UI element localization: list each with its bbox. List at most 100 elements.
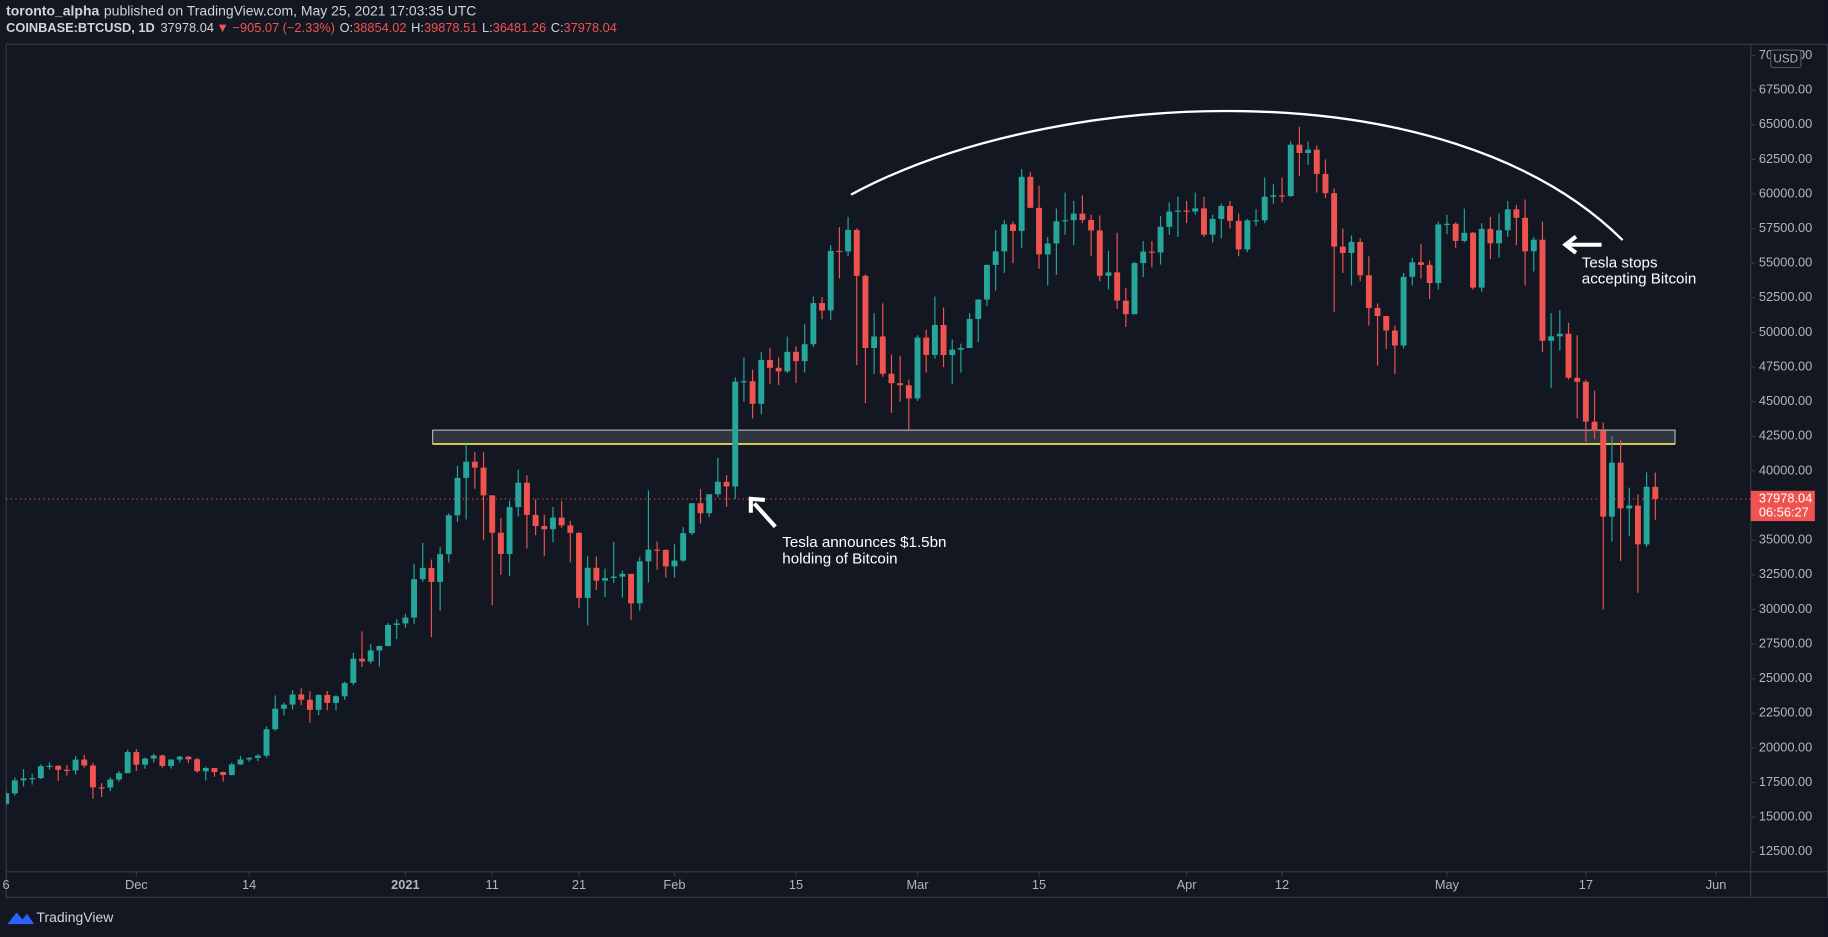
y-tick-label: 25000.00 [1759,670,1812,685]
candle-body [463,461,470,478]
candle-body [1305,149,1312,153]
candle-body [306,699,313,710]
author[interactable]: toronto_alpha [6,2,99,18]
y-tick-label: 50000.00 [1759,324,1812,339]
candle-body [220,772,227,776]
candle-body [1174,210,1181,212]
candle-body [576,532,582,598]
brand: TradingView [36,909,114,925]
candle-body [419,567,426,580]
annotation: accepting Bitcoin [1582,271,1696,288]
quote-label: C: [551,21,564,36]
x-tick-label: May [1435,877,1460,892]
candle-body [515,482,522,508]
candle-body [1496,230,1503,244]
candle-body [688,503,695,534]
candle-body [523,482,530,515]
candle-body [923,337,930,355]
candle-body [732,381,739,487]
candle-body [940,324,947,356]
candle-body [1643,486,1650,545]
candle-body [836,250,843,253]
candle-body [1591,421,1598,431]
candle-body [1209,218,1216,235]
candle-body [359,658,365,662]
candle-body [636,561,643,604]
candle-body [888,373,895,384]
x-tick-label: Jun [1706,877,1727,892]
y-tick-label: 57500.00 [1759,220,1812,235]
candle-body [341,682,348,697]
candle-body [1235,220,1242,250]
candle-body [246,757,253,760]
candle-body [1461,232,1468,241]
candle-body [393,623,400,625]
candle-body [1331,193,1338,247]
candle-body [1183,210,1190,212]
last-price-label: 37978.04 [1759,490,1812,505]
candle-body [402,617,409,624]
y-tick-label: 12500.00 [1759,843,1812,858]
x-tick-label: 15 [789,877,803,892]
candle-body [263,729,270,756]
x-tick-label: 15 [1032,877,1046,892]
candle-body [11,780,18,794]
currency-box[interactable] [1770,49,1802,69]
candle-body [1530,239,1537,252]
candle-body [20,778,27,781]
candle-body [897,383,904,386]
candle-body [1140,251,1147,264]
x-tick-label: Dec [125,877,148,892]
candle-body [1131,263,1138,315]
candle-body [1157,226,1164,253]
candle-body [280,704,287,709]
annotation: Tesla stops [1582,254,1658,271]
candle-body [29,778,36,780]
candle-body [645,549,652,562]
candle-body [506,507,513,554]
candle-body [966,319,973,348]
x-tick-label: 21 [572,877,586,892]
change: ▼ −905.07 (−2.33%) [216,21,335,36]
y-tick-label: 32500.00 [1759,566,1812,581]
candle-body [471,461,478,468]
candle-body [1470,232,1476,288]
candle-body [202,768,209,772]
candle-body [142,758,148,765]
candle-body [1192,208,1199,212]
candle-body [662,549,669,567]
candle-body [610,576,617,579]
candle-body [497,532,504,554]
candle-body [628,573,635,604]
candle-body [1652,486,1659,499]
candle-body [1105,272,1112,276]
candle-body [1261,196,1268,221]
candle-body [550,517,556,530]
candle-body [333,696,339,703]
y-tick-label: 15000.00 [1759,809,1812,824]
tradingview-logo[interactable]: TradingView [7,909,114,925]
candle-body [289,694,296,705]
candle-body [671,560,678,567]
candle-body [1270,195,1277,197]
x-tick-label: 2021 [391,877,419,892]
candle-body [454,477,461,516]
candle-body [532,514,539,527]
candle-body [185,756,192,760]
candle-body [428,567,435,582]
candle-body [619,573,626,577]
candle-body [602,578,608,581]
candle-body [584,567,591,598]
candle-body [1383,315,1390,331]
candle-body [211,768,218,773]
candle-body [81,759,88,766]
candle-body [272,708,279,730]
quote-value: 38854.02 [353,21,406,36]
countdown: 06:56:27 [1759,504,1809,519]
candle-body [740,381,747,383]
publish-line: toronto_alpha published on TradingView.co… [6,2,476,18]
x-tick-label: Apr [1177,877,1198,892]
candle-body [1548,336,1555,341]
candle-body [1200,208,1207,235]
